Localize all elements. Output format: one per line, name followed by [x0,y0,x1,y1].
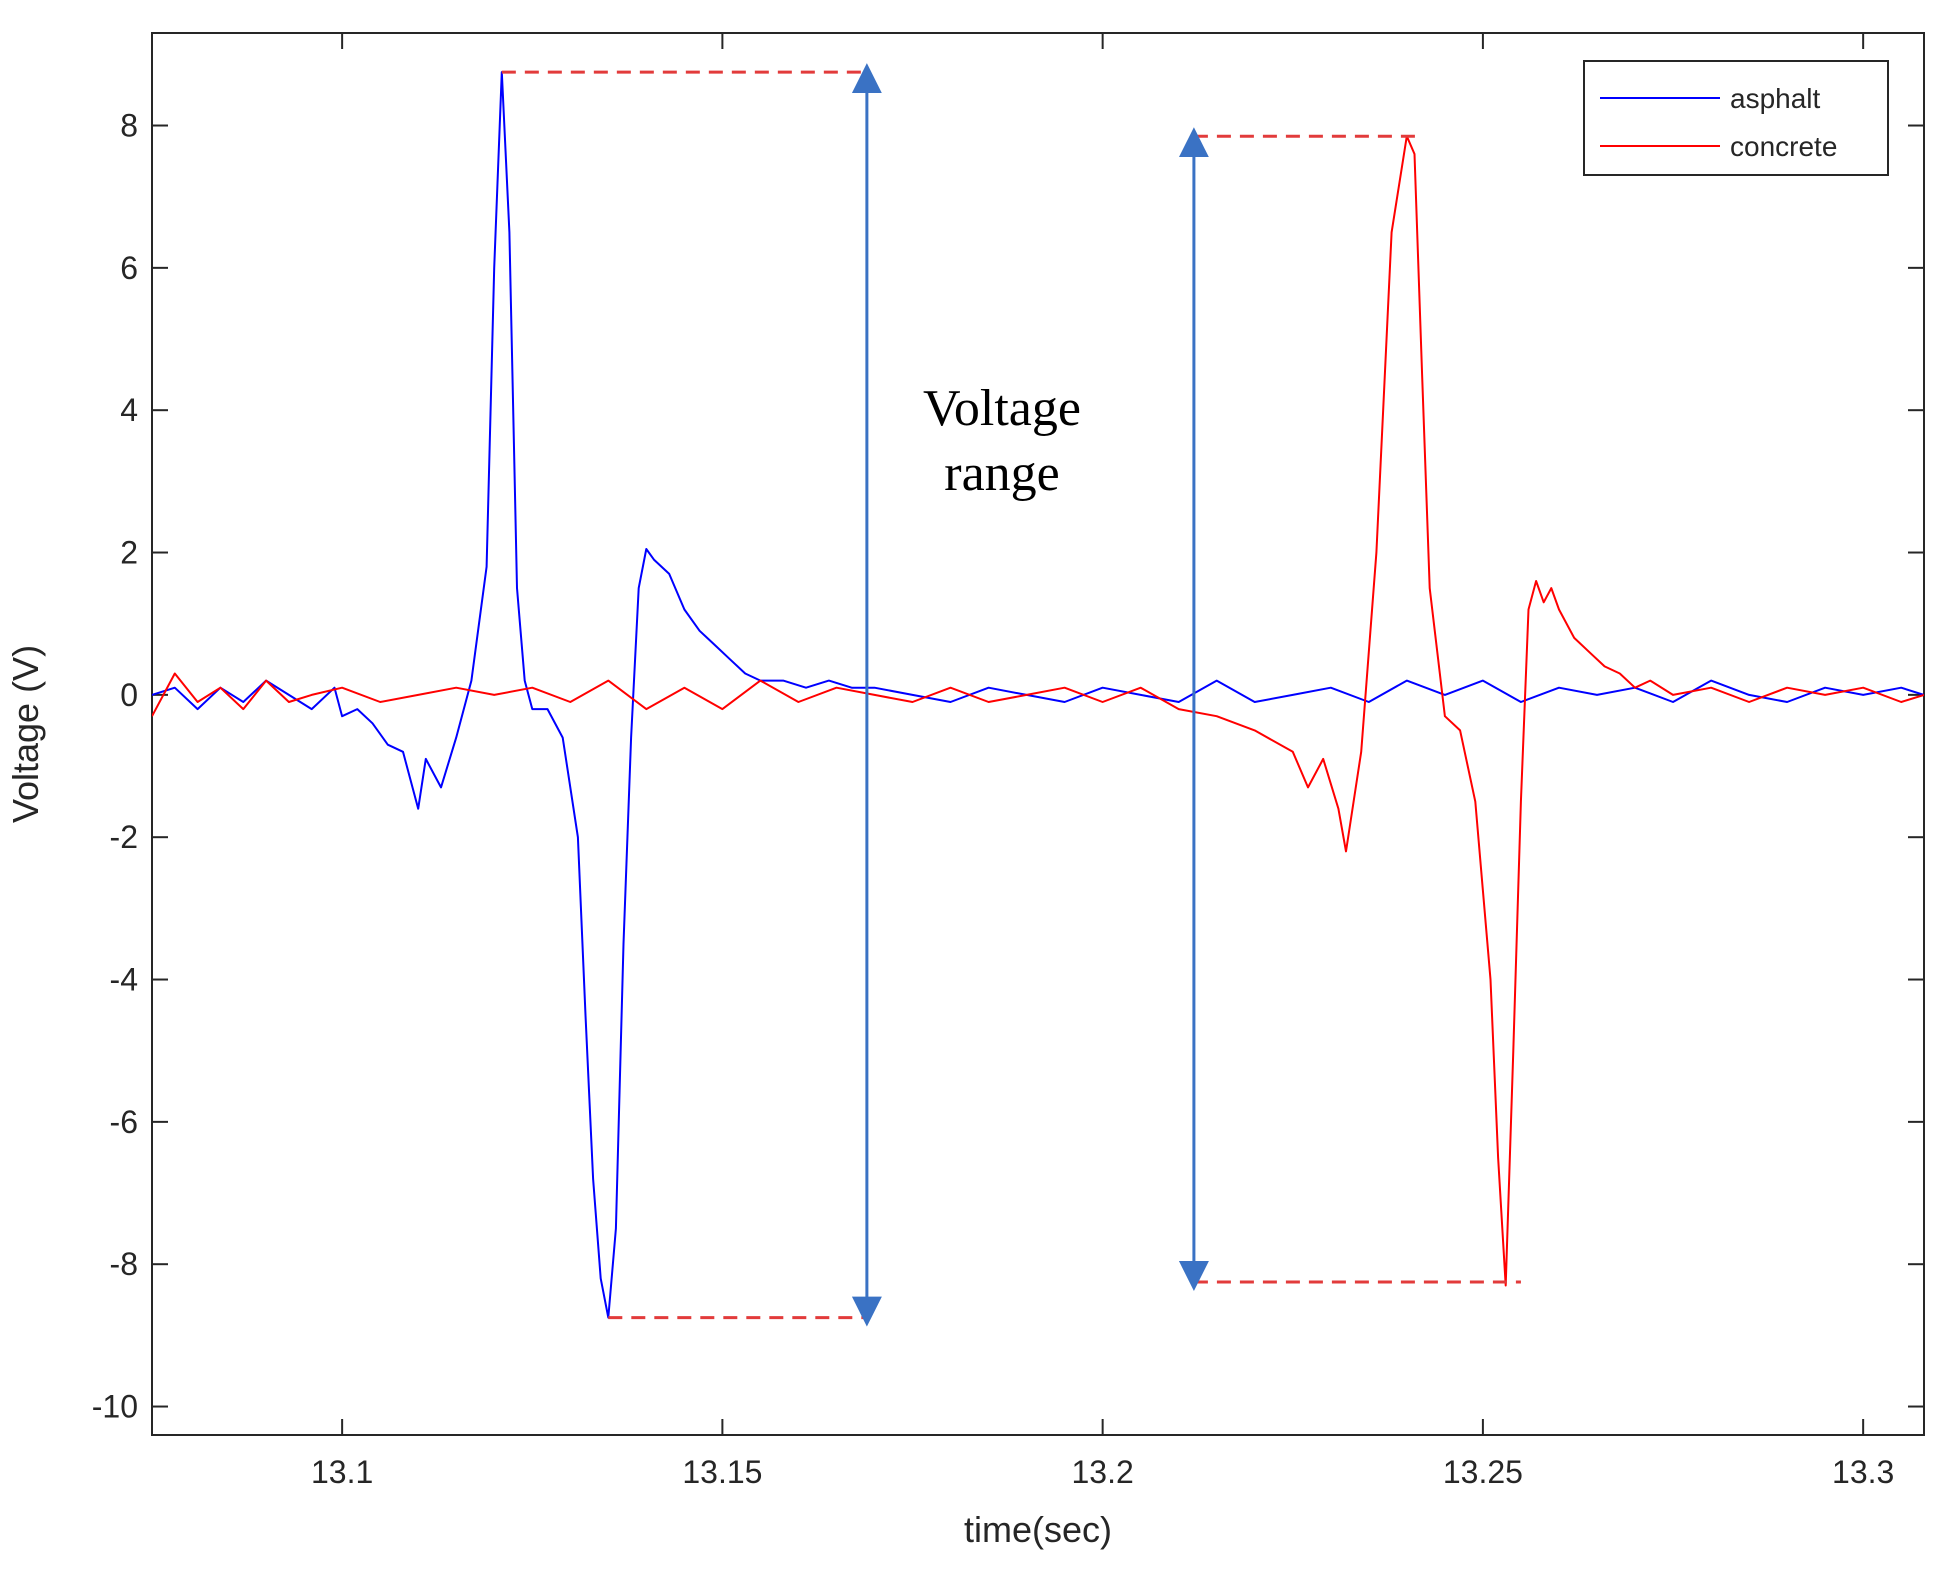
x-axis-ticks: 13.1 13.15 13.2 13.25 13.3 [311,33,1894,1490]
x-axis-label: time(sec) [964,1509,1112,1550]
x-tick-label: 13.15 [682,1454,762,1490]
legend-label-asphalt: asphalt [1730,83,1821,114]
y-tick-label: -4 [110,962,138,998]
x-tick-label: 13.3 [1832,1454,1894,1490]
y-tick-label: -8 [110,1246,138,1282]
y-tick-label: -2 [110,819,138,855]
legend-label-concrete: concrete [1730,131,1837,162]
y-tick-label: 0 [120,677,138,713]
x-tick-label: 13.1 [311,1454,373,1490]
y-axis-ticks: 8 6 4 2 0 -2 -4 -6 -8 -10 [92,108,1924,1425]
series-line-asphalt [152,71,1924,1319]
y-tick-label: 6 [120,250,138,286]
plot-area [151,32,1925,1436]
x-tick-label: 13.2 [1072,1454,1134,1490]
series-line-concrete [152,135,1924,1287]
legend-box [1583,60,1889,176]
y-axis-label: Voltage (V) [5,645,46,823]
y-tick-label: -10 [92,1389,138,1425]
x-tick-label: 13.25 [1443,1454,1523,1490]
legend: asphalt concrete [1583,60,1889,176]
y-tick-label: 2 [120,535,138,571]
annotation-voltage: Voltage [923,380,1081,437]
range-annotations [501,63,1521,1327]
series-layer [152,71,1924,1319]
y-tick-label: 8 [120,108,138,144]
annotation-range: range [944,445,1059,502]
y-tick-label: 4 [120,392,138,428]
y-tick-label: -6 [110,1104,138,1140]
